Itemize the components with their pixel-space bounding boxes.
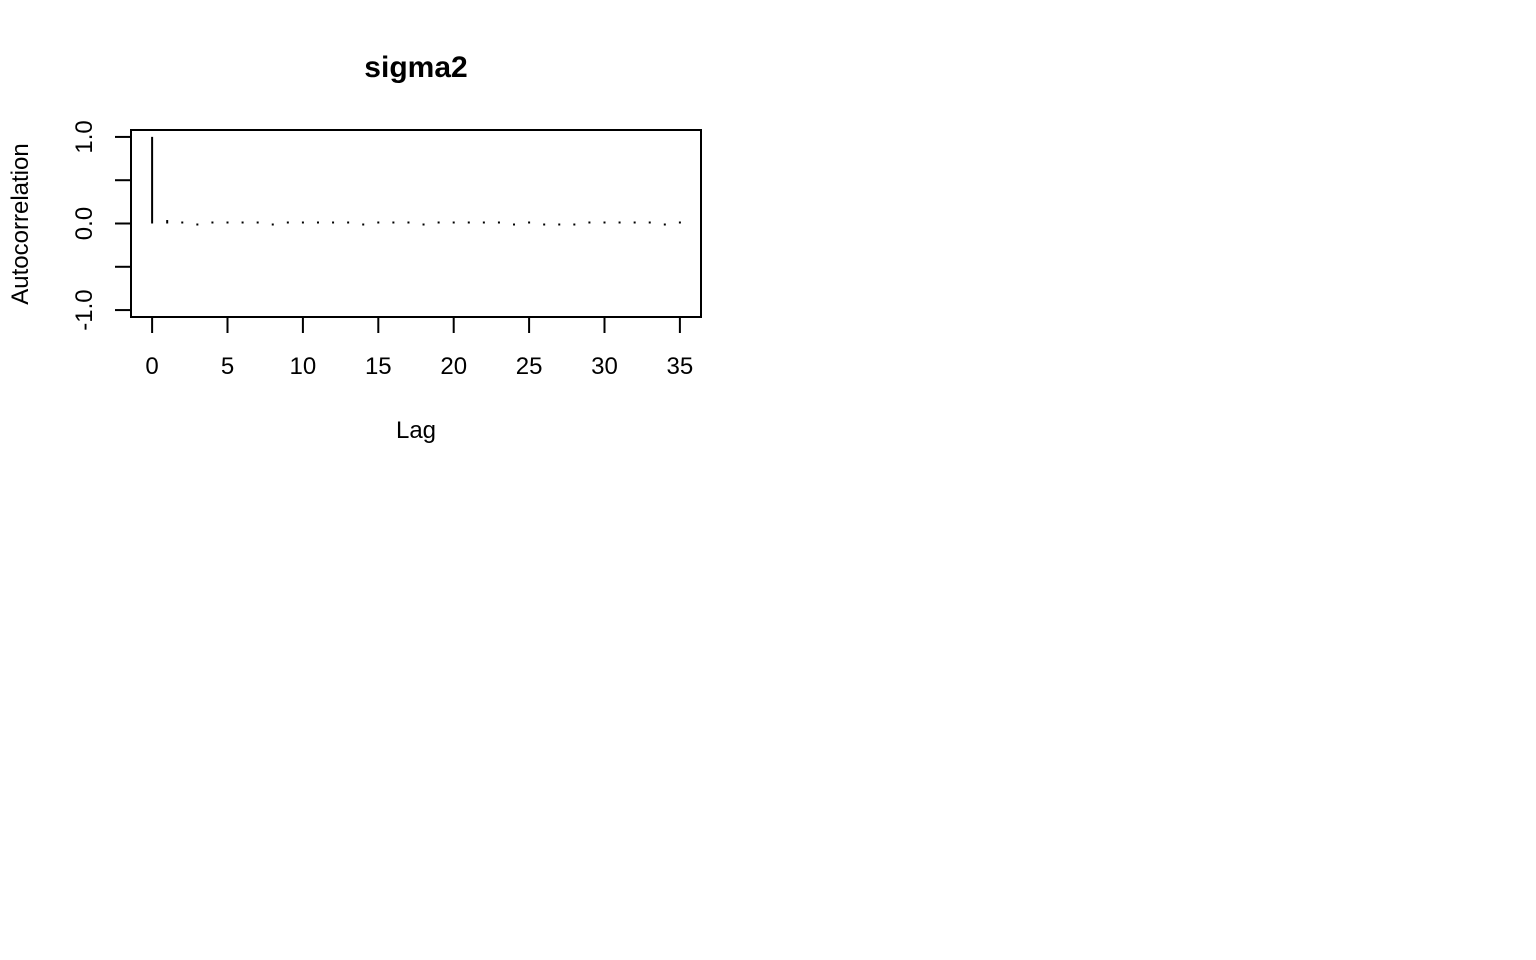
x-tick-label: 15 [365, 353, 392, 380]
x-tick-label: 35 [667, 353, 694, 380]
x-axis-label: Lag [396, 417, 436, 444]
x-tick-label: 25 [516, 353, 543, 380]
chart-title: sigma2 [364, 51, 467, 84]
y-tick-label: 1.0 [71, 120, 98, 153]
y-tick-label: 0.0 [71, 207, 98, 240]
x-axis: 0 5 10 15 20 25 30 35 [145, 316, 694, 380]
plot-frame [130, 129, 702, 318]
acf-bars [151, 136, 681, 226]
x-tick-label: 0 [145, 353, 158, 380]
x-tick-label: 30 [591, 353, 618, 380]
y-axis: -1.0 0.0 1.0 [71, 120, 132, 331]
x-tick-label: 5 [221, 353, 234, 380]
y-tick-label: -1.0 [71, 289, 98, 330]
x-tick-label: 10 [290, 353, 317, 380]
x-tick-label: 20 [440, 353, 467, 380]
y-axis-label: Autocorrelation [7, 143, 34, 304]
